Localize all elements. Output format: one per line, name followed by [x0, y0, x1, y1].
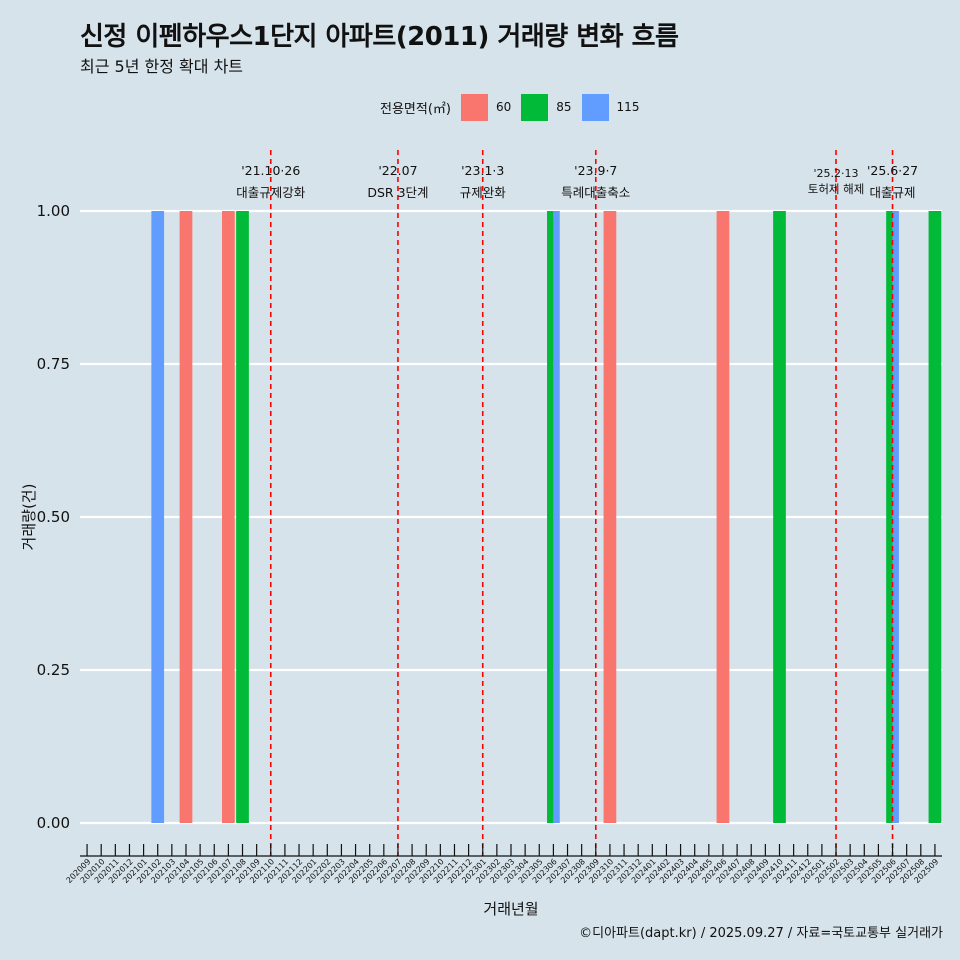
event-label: 특례대출축소 [561, 185, 630, 200]
bar-202306-85 [547, 211, 554, 823]
bar-202107-60 [222, 211, 235, 823]
y-tick-label: 0.75 [37, 355, 70, 373]
event-label: DSR 3단계 [367, 185, 428, 200]
event-date: '23.1·3 [461, 163, 504, 178]
bar-202406-60 [716, 211, 730, 823]
y-tick-label: 0.25 [37, 661, 70, 679]
legend-label-115: 115 [616, 100, 640, 114]
y-tick-label: 0.50 [37, 508, 70, 526]
bar-202410-85 [773, 211, 786, 823]
event-date: '21.10·26 [241, 163, 300, 178]
bar-202102-115 [151, 211, 165, 823]
legend-swatch-60 [460, 93, 488, 121]
chart-title: 신정 이펜하우스1단지 아파트(2011) 거래량 변화 흐름 [80, 22, 679, 52]
bar-202306-115 [553, 211, 560, 823]
legend-item-85: 85 [521, 93, 575, 121]
bar-202310-60 [603, 211, 617, 823]
event-label: 대출규제강화 [236, 185, 306, 200]
y-tick-label: 0.00 [37, 814, 70, 832]
legend-swatch-85 [521, 93, 549, 121]
bar-202509-85 [928, 211, 942, 823]
event-label: 토허제 해제 [808, 182, 865, 196]
bar-202104-60 [179, 211, 193, 823]
legend-item-115: 115 [581, 93, 644, 121]
event-date: '23.9·7 [574, 163, 617, 178]
bar-202506-115 [892, 211, 899, 823]
bar-202108-85 [236, 211, 249, 823]
event-date: '22.07 [378, 163, 417, 178]
legend-label-60: 60 [495, 100, 512, 114]
y-axis-title: 거래량(건) [20, 484, 38, 551]
legend: 전용면적(㎡) 60 85 115 [380, 93, 649, 121]
event-label: 규제완화 [460, 185, 507, 200]
x-axis-title: 거래년월 [483, 900, 538, 918]
legend-label-85: 85 [556, 100, 572, 114]
event-date: '25.6·27 [867, 163, 918, 178]
bar-202506-85 [886, 211, 893, 823]
chart-subtitle: 최근 5년 한정 확대 차트 [80, 57, 244, 76]
event-label: 대출규제 [870, 185, 916, 200]
y-tick-label: 1.00 [37, 202, 70, 220]
legend-title: 전용면적(㎡) [380, 101, 451, 117]
legend-swatch-115 [581, 93, 609, 121]
legend-item-60: 60 [460, 93, 515, 121]
caption: ©디아파트(dapt.kr) / 2025.09.27 / 자료=국토교통부 실… [579, 926, 943, 941]
event-date: '25.2·13 [814, 167, 859, 180]
